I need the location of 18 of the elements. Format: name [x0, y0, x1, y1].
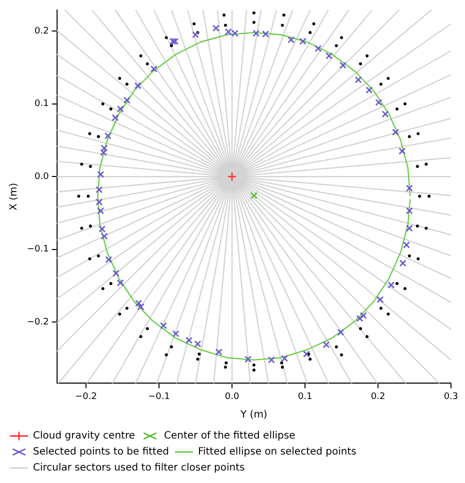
- legend-label: Circular sectors used to filter closer points: [33, 462, 245, 474]
- y-tick-label: −0.1: [26, 244, 49, 255]
- x-tick-label: 0.0: [224, 392, 240, 402]
- legend-label: Cloud gravity centre: [33, 430, 135, 442]
- legend-label: Center of the fitted ellipse: [164, 430, 296, 442]
- y-tick-label: 0.2: [34, 26, 49, 36]
- legend-label: Fitted ellipse on selected points: [198, 446, 356, 458]
- y-tick-label: 0.0: [34, 172, 50, 182]
- x-tick-label: 0.3: [444, 392, 458, 402]
- x-tick-label: 0.2: [370, 392, 386, 402]
- x-tick-label: −0.1: [148, 392, 170, 402]
- legend-label: Selected points to be fitted: [33, 446, 169, 458]
- x-axis-title: Y (m): [240, 410, 268, 421]
- y-tick-label: −0.2: [26, 317, 49, 328]
- x-tick-label: 0.1: [298, 392, 312, 402]
- x-tick-label: −0.2: [75, 392, 97, 402]
- y-tick-label: 0.1: [34, 99, 49, 110]
- y-axis-title: X (m): [8, 182, 20, 210]
